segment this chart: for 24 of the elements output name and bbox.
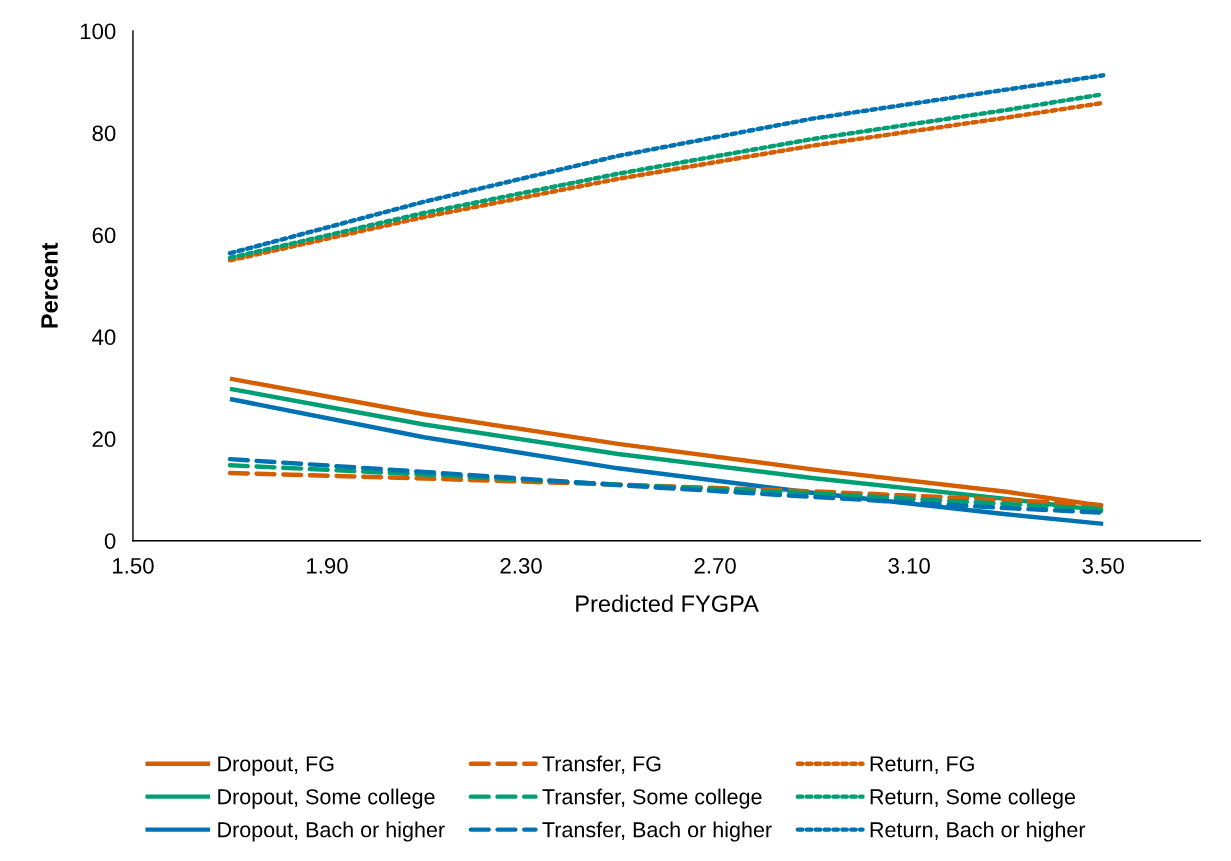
x-tick-label: 2.70 bbox=[694, 557, 736, 574]
legend-label: Transfer, Bach or higher bbox=[542, 821, 772, 842]
line-series bbox=[227, 396, 1106, 527]
y-tick-label: 60 bbox=[92, 227, 116, 244]
legend-label: Return, Some college bbox=[870, 788, 1075, 809]
y-tick-label: 40 bbox=[92, 329, 116, 346]
x-tick-label: 3.10 bbox=[888, 557, 930, 574]
legend-label: Transfer, Some college bbox=[542, 788, 762, 809]
x-tick-label: 1.50 bbox=[113, 557, 154, 574]
x-axis-title: Predicted FYGPA bbox=[576, 594, 759, 613]
x-tick-label: 1.90 bbox=[307, 557, 348, 574]
legend-label: Dropout, Some college bbox=[218, 788, 435, 809]
y-tick-label: 80 bbox=[92, 125, 116, 142]
x-tick-label: 2.30 bbox=[500, 557, 542, 574]
legend-label: Transfer, FG bbox=[542, 755, 661, 774]
y-axis-title: Percent bbox=[41, 242, 58, 328]
legend-label: Dropout, FG bbox=[218, 756, 334, 776]
x-tick-label: 3.50 bbox=[1082, 557, 1124, 574]
legend-label: Return, FG bbox=[870, 756, 974, 774]
y-tick-label: 20 bbox=[92, 431, 116, 448]
y-tick-label: 0 bbox=[104, 533, 116, 549]
y-tick-label: 100 bbox=[80, 23, 116, 40]
legend-label: Dropout, Bach or higher bbox=[218, 821, 445, 842]
legend-label: Return, Bach or higher bbox=[870, 821, 1086, 842]
